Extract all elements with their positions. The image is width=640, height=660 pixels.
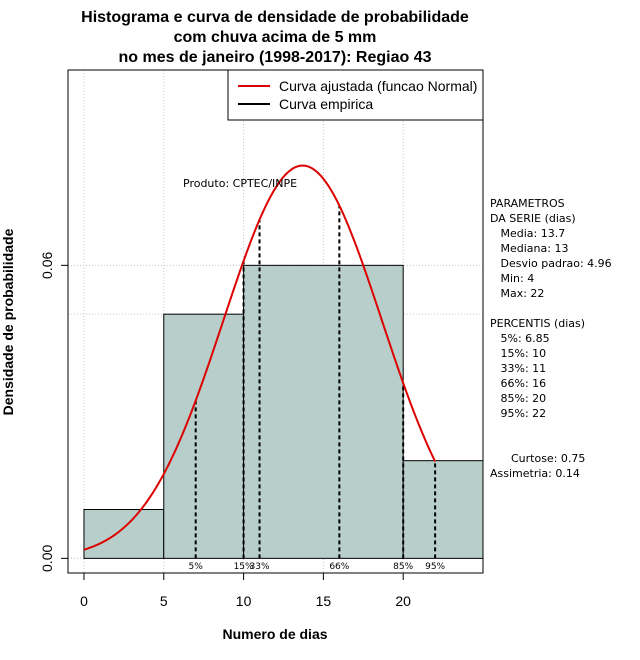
statistics-line: Desvio padrao: 4.96 xyxy=(490,257,612,270)
legend-label-1: Curva ajustada (funcao Normal) xyxy=(279,78,477,94)
histogram-bar-2 xyxy=(163,313,245,559)
legend-label-2: Curva empirica xyxy=(279,96,373,112)
statistics-line: PERCENTIS (dias) xyxy=(490,317,585,330)
chart-title: Histograma e curva de densidade de proba… xyxy=(81,9,469,66)
x-tick-label: 10 xyxy=(236,593,252,609)
y-axis-label: Densidade de probabilidade xyxy=(0,228,16,415)
percentile-label-95%: 95% xyxy=(425,562,445,572)
chart-title-line-3: no mes de janeiro (1998-2017): Regiao 43 xyxy=(118,49,431,66)
percentile-label-66%: 66% xyxy=(329,562,349,572)
x-tick-label: 15 xyxy=(316,593,332,609)
normal-fit-curve xyxy=(83,164,437,551)
product-annotation: Produto: CPTEC/INPE xyxy=(183,177,297,190)
x-axis-label: Numero de dias xyxy=(222,626,327,642)
y-tick-label: 0.00 xyxy=(39,545,55,572)
percentile-label-15%: 15% xyxy=(234,562,254,572)
statistics-line: Max: 22 xyxy=(490,287,544,300)
y-tick-label: 0.06 xyxy=(39,252,55,279)
x-tick-label: 0 xyxy=(80,593,88,609)
statistics-line: Min: 4 xyxy=(490,272,534,285)
statistics-line: 95%: 22 xyxy=(490,407,546,420)
chart-title-line-1: Histograma e curva de densidade de proba… xyxy=(81,9,469,26)
x-tick-label: 20 xyxy=(395,593,411,609)
histogram-bar-1 xyxy=(83,509,165,559)
statistics-line: 85%: 20 xyxy=(490,392,546,405)
statistics-panel: PARAMETROS DA SERIE (dias) Media: 13.7 Me… xyxy=(490,197,612,480)
percentile-label-85%: 85% xyxy=(393,562,413,572)
percentile-lines: 5% 15%33% 66% 85% 95% xyxy=(189,205,446,572)
normal-curve xyxy=(83,164,437,551)
chart-title-line-2: com chuva acima de 5 mm xyxy=(174,29,377,46)
statistics-line: Assimetria: 0.14 xyxy=(490,467,580,480)
statistics-line: 5%: 6.85 xyxy=(490,332,550,345)
axes: 0 5 10 15 20 0.00 0.06 xyxy=(39,252,411,609)
histogram-bar-4 xyxy=(402,460,484,559)
histogram-bars xyxy=(83,264,484,559)
x-tick-label: 5 xyxy=(160,593,168,609)
statistics-line: Media: 13.7 xyxy=(490,227,565,240)
legend-box xyxy=(227,69,484,121)
percentile-label-33%: 33% xyxy=(250,562,270,572)
statistics-line: 15%: 10 xyxy=(490,347,546,360)
statistics-line: PARAMETROS xyxy=(490,197,565,210)
histogram-bar-3 xyxy=(243,264,404,559)
statistics-line: DA SERIE (dias) xyxy=(490,212,576,225)
percentile-label-5%: 5% xyxy=(189,562,204,572)
statistics-line: 33%: 11 xyxy=(490,362,546,375)
statistics-line: Mediana: 13 xyxy=(490,242,568,255)
legend: Curva ajustada (funcao Normal) Curva empi… xyxy=(227,69,484,121)
statistics-line: 66%: 16 xyxy=(490,377,546,390)
statistics-line: Curtose: 0.75 xyxy=(490,452,585,465)
